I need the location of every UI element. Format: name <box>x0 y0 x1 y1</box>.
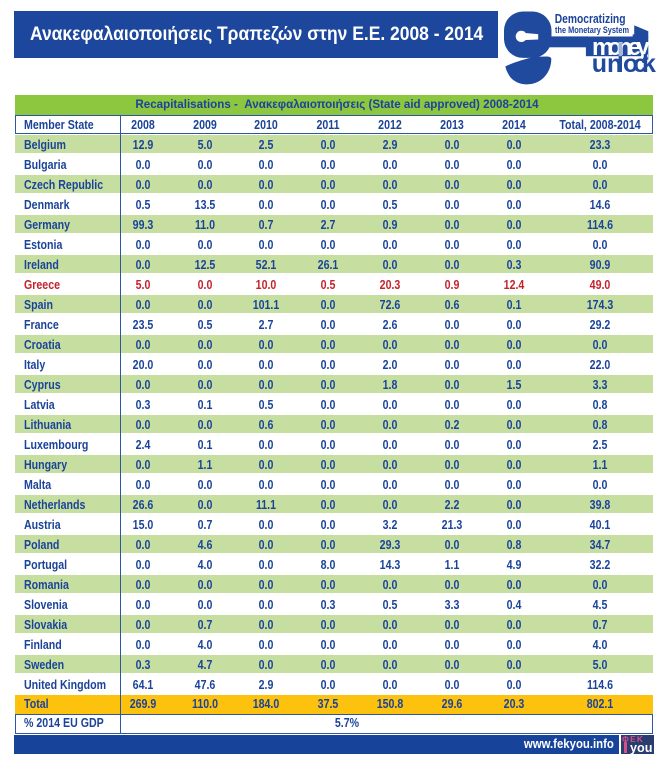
svg-text:y: y <box>636 34 650 61</box>
svg-text:o: o <box>608 34 623 61</box>
svg-text:c: c <box>633 50 647 78</box>
svg-text:the Monetary System: the Monetary System <box>555 25 629 35</box>
svg-text:m: m <box>592 34 613 61</box>
svg-text:Democratizing: Democratizing <box>555 11 626 26</box>
svg-text:u: u <box>592 50 607 78</box>
svg-text:n: n <box>607 50 622 78</box>
svg-text:o: o <box>623 50 638 78</box>
svg-text:e: e <box>628 34 641 61</box>
svg-text:k: k <box>642 50 656 78</box>
